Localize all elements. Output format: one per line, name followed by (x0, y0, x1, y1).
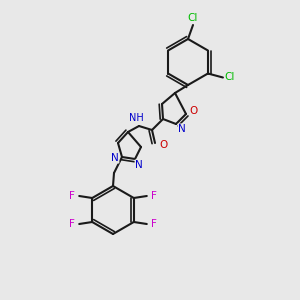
Text: F: F (151, 219, 157, 229)
Text: F: F (69, 191, 75, 201)
Text: NH: NH (129, 113, 143, 123)
Text: Cl: Cl (225, 73, 235, 82)
Text: O: O (159, 140, 167, 150)
Text: N: N (135, 160, 143, 170)
Text: O: O (190, 106, 198, 116)
Text: N: N (111, 153, 119, 163)
Text: N: N (178, 124, 186, 134)
Text: Cl: Cl (188, 13, 198, 23)
Text: F: F (151, 191, 157, 201)
Text: F: F (69, 219, 75, 229)
